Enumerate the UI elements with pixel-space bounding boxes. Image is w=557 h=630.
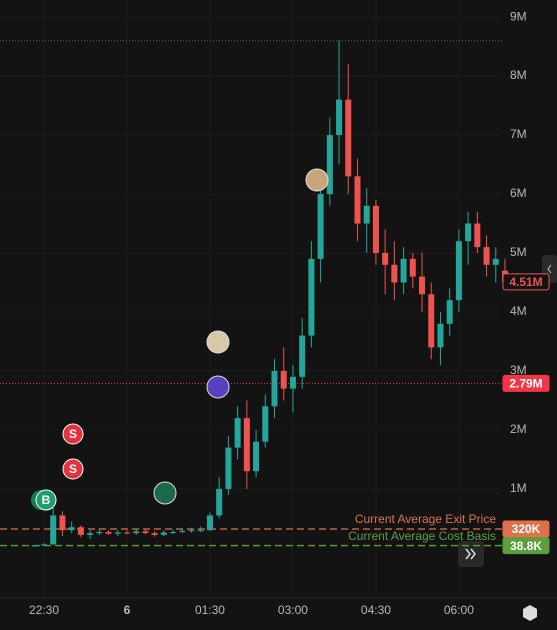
scroll-button[interactable]: [458, 541, 484, 567]
candle-body: [492, 258, 499, 265]
trade-marker-label: S: [69, 462, 77, 476]
candle-body: [336, 99, 343, 136]
x-tick-label: 6: [124, 603, 131, 617]
y-tick-label: 1M: [510, 481, 527, 495]
y-tick-label: 3M: [510, 363, 527, 377]
scroll-icon: [465, 548, 476, 560]
y-tick-label: 9M: [510, 9, 527, 23]
y-tick-label: 2M: [510, 422, 527, 436]
avatar-icon: [206, 330, 230, 354]
candle-body: [179, 530, 186, 532]
x-tick-label: 22:30: [29, 603, 59, 617]
trade-marker: [35, 489, 57, 511]
price-tag: [502, 520, 550, 538]
candle-body: [87, 533, 94, 535]
candle-body: [400, 258, 407, 283]
candle-body: [170, 531, 177, 533]
candle-body: [105, 531, 112, 534]
candle-body: [372, 205, 379, 253]
candle-body: [308, 258, 315, 336]
trade-marker: [62, 423, 84, 445]
candle-body: [345, 99, 352, 177]
candle-body: [409, 258, 416, 277]
y-tick-label: 4M: [510, 304, 527, 318]
price-tag-label: 2.79M: [509, 377, 542, 391]
candle-body: [68, 527, 75, 531]
price-tag: [502, 537, 550, 555]
trade-marker-label: S: [69, 427, 77, 441]
candle-body: [225, 447, 232, 489]
price-line-text: Current Average Cost Basis: [348, 529, 496, 543]
candle-body: [465, 223, 472, 242]
candle-body: [262, 406, 269, 442]
candle-body: [483, 247, 490, 265]
candle-body: [160, 532, 167, 535]
avatar-icon: [153, 481, 177, 505]
candle-body: [151, 533, 158, 535]
candle-body: [96, 531, 103, 534]
settings-icon[interactable]: [523, 605, 537, 621]
y-tick-label: 8M: [510, 68, 527, 82]
candle-body: [59, 515, 66, 531]
price-tag-label: 320K: [512, 522, 541, 536]
candle-body: [142, 531, 149, 534]
price-line-text: Current Average Exit Price: [355, 512, 497, 526]
candle-body: [474, 223, 481, 248]
side-tab-icon: [547, 264, 552, 274]
candle-body: [391, 264, 398, 283]
avatar-icon: [305, 168, 329, 192]
candle-body: [271, 370, 278, 407]
x-tick-label: 04:30: [361, 603, 391, 617]
candle-body: [206, 515, 213, 531]
avatar-icon: [206, 375, 230, 399]
candle-body: [382, 253, 389, 265]
candle-body: [133, 531, 140, 534]
price-tag-label: 38.8K: [510, 539, 542, 553]
candle-body: [188, 530, 195, 532]
candle-body: [243, 418, 250, 472]
y-tick-label: 6M: [510, 186, 527, 200]
candle-body: [326, 135, 333, 195]
candle-body: [437, 323, 444, 348]
candle-body: [299, 335, 306, 377]
trade-marker-label: B: [42, 493, 51, 507]
candle-body: [216, 488, 223, 516]
candle-body: [354, 176, 361, 224]
x-tick-label: 03:00: [278, 603, 308, 617]
candle-body: [234, 418, 241, 448]
candle-body: [41, 544, 47, 546]
price-tag-label: 4.51M: [509, 275, 542, 289]
candle-body: [280, 370, 287, 389]
y-tick-label: 7M: [510, 127, 527, 141]
y-tick-label: 5M: [510, 245, 527, 259]
candle-body: [428, 294, 435, 348]
candle-body: [31, 545, 38, 547]
candle-body: [289, 376, 296, 389]
candle-body: [446, 300, 453, 324]
x-tick-label: 01:30: [195, 603, 225, 617]
x-tick-label: 06:00: [444, 603, 474, 617]
price-tag: [502, 273, 550, 291]
candle-body: [253, 441, 260, 472]
candle-body: [455, 241, 462, 301]
candle-body: [77, 527, 84, 535]
candle-body: [50, 515, 57, 545]
trade-marker: [62, 458, 84, 480]
candle-body: [317, 194, 324, 259]
price-tag: [502, 374, 550, 392]
candle-body: [419, 276, 426, 295]
candle-body: [197, 530, 204, 532]
candle-body: [123, 532, 130, 534]
candle-body: [363, 205, 370, 224]
candle-body: [114, 532, 121, 534]
